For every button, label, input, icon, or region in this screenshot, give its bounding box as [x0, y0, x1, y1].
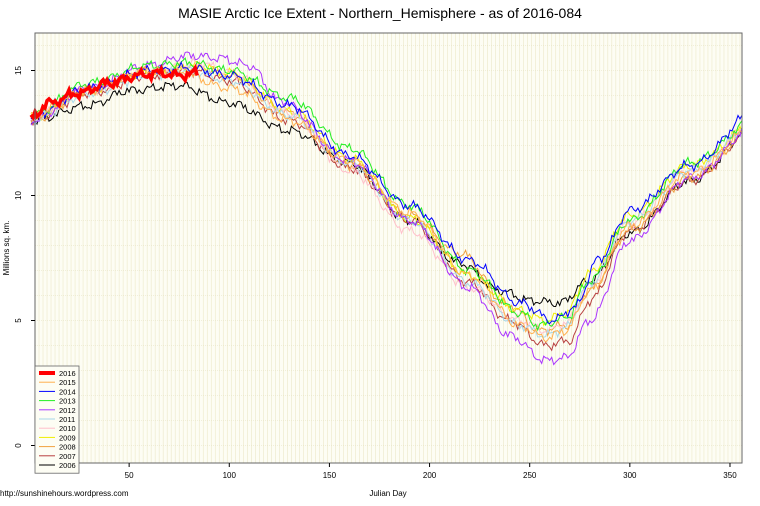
legend-label-2013: 2013 — [59, 397, 76, 406]
x-tick-label: 50 — [125, 471, 134, 480]
y-tick-label: 0 — [14, 443, 23, 448]
legend-label-2014: 2014 — [59, 387, 76, 396]
legend-label-2009: 2009 — [59, 433, 76, 442]
series-line-2013 — [30, 57, 743, 332]
x-tick-label: 100 — [223, 471, 237, 480]
plot-frame — [34, 32, 743, 464]
legend-label-2008: 2008 — [59, 443, 76, 452]
legend-label-2015: 2015 — [59, 378, 76, 387]
legend-label-2011: 2011 — [59, 415, 75, 424]
y-tick-label: 10 — [14, 191, 23, 200]
y-tick-label: 15 — [14, 66, 23, 75]
legend: 2016201520142013201220112010200920082007… — [34, 365, 80, 474]
chart-title: MASIE Arctic Ice Extent - Northern_Hemis… — [178, 5, 582, 21]
x-tick-label: 200 — [423, 471, 437, 480]
y-tick-label: 5 — [14, 318, 23, 323]
legend-label-2012: 2012 — [59, 406, 76, 415]
footer-url: http://sunshinehours.wordpress.com — [0, 489, 129, 498]
x-tick-label: 350 — [723, 471, 737, 480]
series-line-2014 — [30, 60, 743, 325]
legend-label-2007: 2007 — [59, 452, 76, 461]
plot-background — [35, 33, 742, 463]
series-line-2016 — [29, 63, 199, 122]
x-tick-label: 150 — [323, 471, 337, 480]
x-tick-label: 300 — [623, 471, 637, 480]
x-axis-label: Julian Day — [369, 489, 406, 498]
series-line-2012 — [30, 51, 743, 366]
legend-label-2016: 2016 — [59, 369, 76, 378]
y-axis-label: Millions sq. km. — [2, 221, 11, 276]
legend-label-2006: 2006 — [59, 461, 76, 470]
legend-label-2010: 2010 — [59, 424, 76, 433]
x-tick-label: 250 — [523, 471, 537, 480]
